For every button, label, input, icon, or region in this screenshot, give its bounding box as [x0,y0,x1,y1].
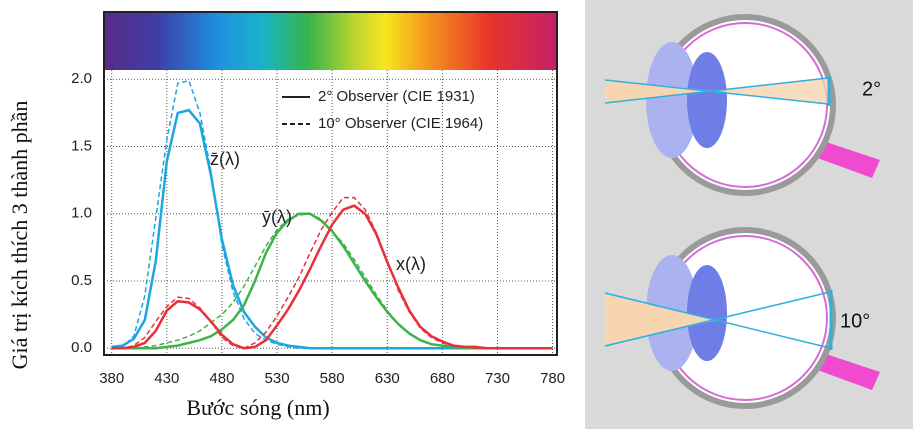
y-tick-label: 1.5 [71,137,92,154]
y-tick-label: 0.5 [71,272,92,289]
y-tick-label: 1.0 [71,205,92,222]
x-tick-label: 630 [375,370,400,387]
angle-label: 10° [840,310,870,332]
x-tick-label: 780 [540,370,565,387]
eye-top [604,14,880,196]
y-axis-label: Giá trị kích thích 3 thành phần [7,101,32,370]
series-label: ȳ(λ) [262,207,292,227]
series-line [111,204,553,350]
angle-label: 2° [862,78,881,100]
chart: Bước sóng (nm) Giá trị kích thích 3 thàn… [7,11,565,420]
y-tick-label: 2.0 [71,70,92,87]
x-tick-label: 480 [209,370,234,387]
plot-frame [103,11,558,356]
series-line [111,213,553,350]
x-tick-label: 730 [485,370,510,387]
x-tick-label: 680 [430,370,455,387]
y-tick-label: 0.0 [71,339,92,356]
spectrum-band [104,12,557,70]
eye-bottom [604,227,880,409]
x-tick-label: 430 [154,370,179,387]
x-tick-label: 580 [320,370,345,387]
x-tick-label: 380 [99,370,124,387]
x-axis-label: Bước sóng (nm) [186,395,329,420]
eye-diagram: 2° 10° [585,0,913,429]
legend-label: 2° Observer (CIE 1931) [318,88,475,105]
series-label: x(λ) [396,254,426,274]
legend-label: 10° Observer (CIE 1964) [318,115,483,132]
x-tick-label: 530 [265,370,290,387]
series-label: z̄(λ) [210,149,240,169]
series-line [111,196,553,350]
